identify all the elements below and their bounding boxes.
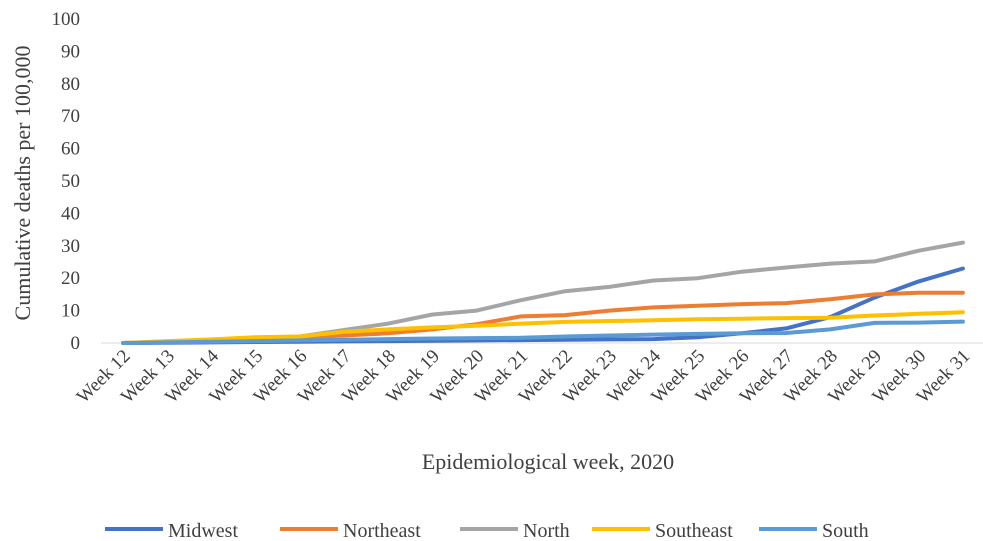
y-tick-label: 60 <box>61 139 80 160</box>
y-tick-label: 10 <box>61 301 80 322</box>
y-tick-label: 80 <box>61 74 80 95</box>
legend-label-northeast: Northeast <box>343 520 421 541</box>
y-tick-label: 90 <box>61 41 80 62</box>
legend-label-southeast: Southeast <box>655 520 733 541</box>
series-line-south <box>121 319 965 345</box>
y-tick-label: 40 <box>61 203 80 224</box>
y-tick-label: 30 <box>61 236 80 257</box>
y-axis-title: Cumulative deaths per 100,000 <box>10 46 35 321</box>
series-line-southeast <box>121 310 965 345</box>
y-tick-label: 50 <box>61 171 80 192</box>
y-tick-label: 100 <box>52 9 81 30</box>
y-tick-label: 20 <box>61 268 80 289</box>
y-tick-label: 0 <box>71 333 81 354</box>
y-tick-label: 70 <box>61 106 80 127</box>
series-lines <box>121 240 965 345</box>
legend: Midwest Northeast North Southeast South <box>105 520 869 541</box>
legend-label-midwest: Midwest <box>168 520 238 541</box>
legend-label-north: North <box>523 520 570 541</box>
y-axis-ticks: 0 10 20 30 40 50 60 70 80 90 100 <box>52 9 81 354</box>
series-line-midwest <box>121 266 965 345</box>
legend-label-south: South <box>822 520 869 541</box>
x-axis-title: Epidemiological week, 2020 <box>422 449 674 474</box>
